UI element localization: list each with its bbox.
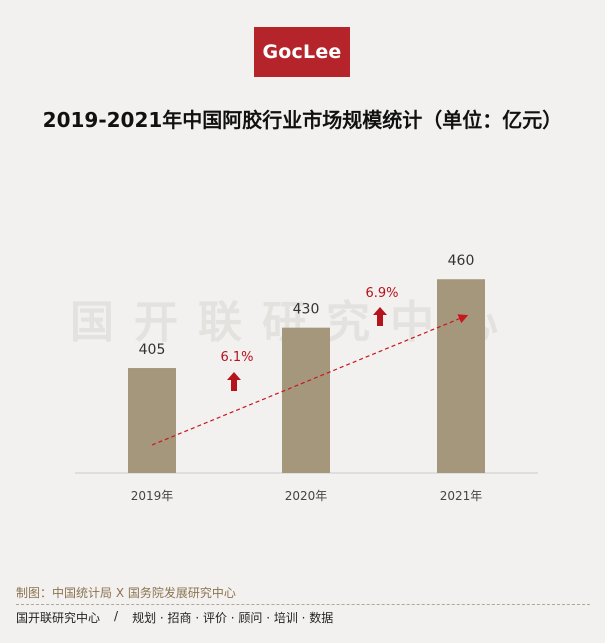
footer-services: 规划 · 招商 · 评价 · 顾问 · 培训 · 数据 <box>132 611 334 625</box>
credit-source: 制图：中国统计局 X 国务院发展研究中心 <box>16 586 236 600</box>
footer-divider <box>16 604 590 605</box>
data-label-1: 430 <box>293 302 320 318</box>
data-label-0: 405 <box>139 342 166 358</box>
x-tick-label-2: 2021年 <box>440 489 483 503</box>
footer-separator: / <box>114 609 119 623</box>
x-tick-label-1: 2020年 <box>285 489 328 503</box>
bar-1 <box>282 327 330 473</box>
logo-text: GocLee <box>262 41 342 63</box>
up-arrow-icon-1 <box>373 307 387 326</box>
bar-chart: 405 2019年 430 2020年 460 2021年 6.1% 6.9% <box>75 253 538 503</box>
footer-org: 国开联研究中心 <box>16 611 101 625</box>
growth-label-1: 6.9% <box>365 286 398 301</box>
data-label-2: 460 <box>448 253 475 269</box>
bar-0 <box>128 368 176 473</box>
growth-label-0: 6.1% <box>220 350 253 365</box>
trend-line <box>151 314 469 446</box>
goclee-logo: GocLee <box>254 27 350 77</box>
x-tick-label-0: 2019年 <box>131 489 174 503</box>
chart-title: 2019-2021年中国阿胶行业市场规模统计（单位：亿元） <box>42 108 563 132</box>
footer: 国开联研究中心 / 规划 · 招商 · 评价 · 顾问 · 培训 · 数据 <box>16 609 333 626</box>
up-arrow-icon-0 <box>227 372 241 391</box>
bar-2 <box>437 279 485 473</box>
